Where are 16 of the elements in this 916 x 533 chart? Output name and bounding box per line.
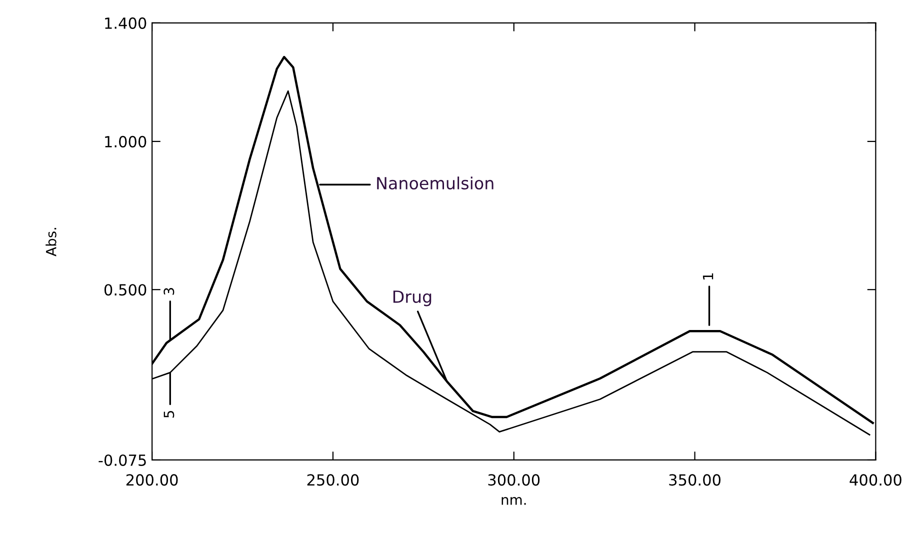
annotation: Drug	[393, 290, 432, 306]
x-tick-label: 400.00	[850, 474, 902, 486]
x-tick-label: 300.00	[488, 474, 540, 486]
annotation: Nanoemulsion	[377, 176, 494, 190]
x-tick-label: 250.00	[307, 474, 359, 486]
y-tick-label: 0.500	[104, 284, 146, 296]
y-tick-label: 1.000	[105, 136, 146, 148]
y-tick-label: 1.400	[105, 17, 146, 29]
y-axis-title: Abs.	[46, 228, 56, 256]
y-tick-label: -0.075	[98, 454, 146, 466]
x-tick-label: 350.00	[669, 474, 720, 486]
annotation: 3	[164, 288, 174, 295]
annotation: 5	[164, 411, 174, 418]
annotation: 1	[702, 273, 714, 280]
x-axis-title: nm.	[502, 496, 526, 505]
x-tick-label: 200.00	[126, 474, 178, 486]
